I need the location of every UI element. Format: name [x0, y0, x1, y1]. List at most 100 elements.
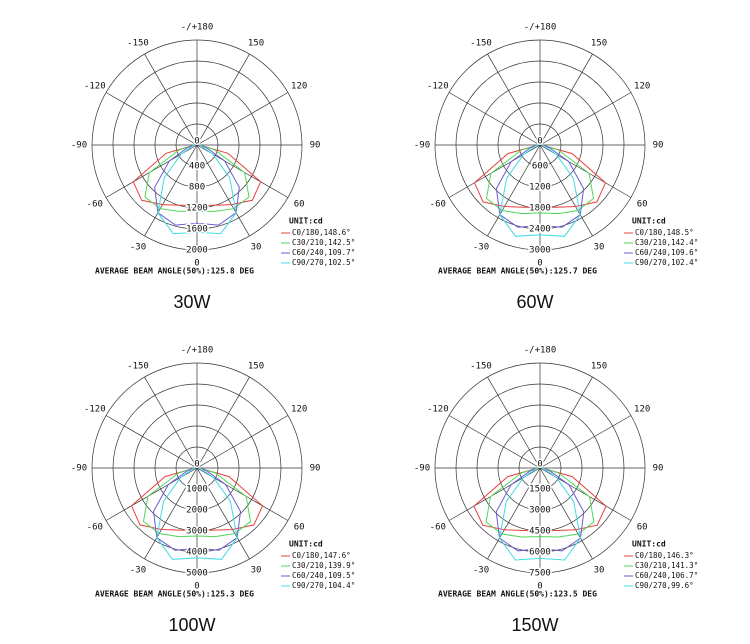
angle-label: 90	[310, 464, 321, 474]
angle-label: 120	[291, 82, 307, 92]
radial-label: 3000	[529, 506, 551, 516]
legend-entry: C30/210,139.9°	[292, 561, 355, 570]
angle-label: -60	[430, 200, 446, 210]
angle-label: 30	[251, 243, 262, 253]
grid-spoke	[487, 53, 541, 146]
grid-spoke	[196, 415, 289, 469]
grid-spoke	[539, 376, 593, 469]
legend-entry: C0/180,148.5°	[635, 228, 694, 237]
intensity-curve	[473, 144, 607, 208]
radial-label: 0	[194, 460, 199, 470]
angle-label: 120	[634, 82, 650, 92]
angle-label: 30	[251, 566, 262, 576]
angle-label: 150	[248, 361, 264, 371]
beam-angle-note: AVERAGE BEAM ANGLE(50%):123.5 DEG	[438, 590, 597, 599]
intensity-curve	[144, 144, 250, 212]
intensity-curve	[142, 467, 252, 538]
radial-label: 6000	[529, 548, 551, 558]
angle-label: 60	[294, 523, 305, 533]
legend-entry: C0/180,146.3°	[635, 551, 694, 560]
intensity-curve	[498, 467, 582, 561]
legend-entry: C90/270,102.5°	[292, 258, 355, 267]
grid-spoke	[196, 92, 289, 146]
radial-label: 1800	[529, 204, 551, 214]
legend-entry: C90/270,102.4°	[635, 258, 698, 267]
angle-label: 90	[653, 464, 664, 474]
grid-spoke	[487, 467, 541, 560]
radial-label: 600	[532, 162, 548, 172]
grid-spoke	[196, 376, 250, 469]
angle-label: -120	[427, 82, 449, 92]
radial-label: 3000	[186, 527, 208, 537]
radial-label: 5000	[186, 569, 208, 579]
grid-spoke	[196, 144, 250, 237]
intensity-curve	[473, 467, 607, 532]
angle-label: -30	[473, 566, 489, 576]
angle-label: -90	[414, 141, 430, 151]
angle-label: -90	[71, 141, 87, 151]
angle-label: -90	[414, 464, 430, 474]
radial-label: 2400	[529, 225, 551, 235]
angle-label: 60	[637, 523, 648, 533]
intensity-curve	[495, 467, 585, 552]
intensity-curve	[485, 467, 595, 538]
radial-label: 0	[537, 460, 542, 470]
radial-label: 0	[537, 137, 542, 147]
radial-label: 7500	[529, 569, 551, 579]
angle-label: -/+180	[181, 23, 214, 33]
unit-label: UNIT:cd	[632, 217, 666, 226]
radial-label: 3000	[529, 246, 551, 256]
grid-spoke	[196, 53, 250, 146]
radial-label: 1200	[186, 204, 208, 214]
radial-label: 1000	[186, 485, 208, 495]
radial-label: 800	[189, 183, 205, 193]
angle-label: -60	[430, 523, 446, 533]
angle-label: 150	[248, 38, 264, 48]
radial-label: 1500	[529, 485, 551, 495]
angle-label: -150	[127, 361, 149, 371]
angle-label: 60	[294, 200, 305, 210]
chart-title: 100W	[168, 615, 215, 635]
legend-entry: C60/240,106.7°	[635, 571, 698, 580]
unit-label: UNIT:cd	[289, 540, 323, 549]
grid-spoke	[487, 376, 541, 469]
unit-label: UNIT:cd	[289, 217, 323, 226]
intensity-curve	[130, 467, 264, 531]
legend-entry: C90/270,99.6°	[635, 581, 694, 590]
grid-spoke	[448, 415, 541, 469]
angle-label: 0	[194, 259, 199, 269]
angle-label: 30	[594, 566, 605, 576]
radial-label: 2000	[186, 246, 208, 256]
grid-spoke	[144, 53, 198, 146]
chart-title: 30W	[173, 292, 210, 312]
angle-label: -30	[130, 243, 146, 253]
grid-spoke	[144, 376, 198, 469]
grid-spoke	[144, 144, 198, 237]
grid-spoke	[196, 467, 250, 560]
grid-spoke	[539, 144, 593, 237]
angle-label: -150	[470, 361, 492, 371]
angle-label: 0	[537, 259, 542, 269]
angle-label: 120	[634, 405, 650, 415]
angle-label: 150	[591, 361, 607, 371]
radial-label: 1600	[186, 225, 208, 235]
legend-entry: C30/210,141.3°	[635, 561, 698, 570]
grid-spoke	[105, 92, 198, 146]
grid-spoke	[539, 415, 632, 469]
grid-spoke	[539, 467, 593, 560]
angle-label: -90	[71, 464, 87, 474]
radial-label: 1200	[529, 183, 551, 193]
unit-label: UNIT:cd	[632, 540, 666, 549]
intensity-curve	[495, 144, 585, 228]
angle-label: 90	[310, 141, 321, 151]
legend-entry: C90/270,104.4°	[292, 581, 355, 590]
radial-label: 2000	[186, 506, 208, 516]
angle-label: -120	[427, 405, 449, 415]
angle-label: -120	[84, 82, 106, 92]
legend-entry: C0/180,147.6°	[292, 551, 351, 560]
angle-label: -150	[127, 38, 149, 48]
angle-label: 90	[653, 141, 664, 151]
intensity-curve	[157, 144, 237, 235]
grid-spoke	[105, 415, 198, 469]
legend-entry: C60/240,109.7°	[292, 248, 355, 257]
